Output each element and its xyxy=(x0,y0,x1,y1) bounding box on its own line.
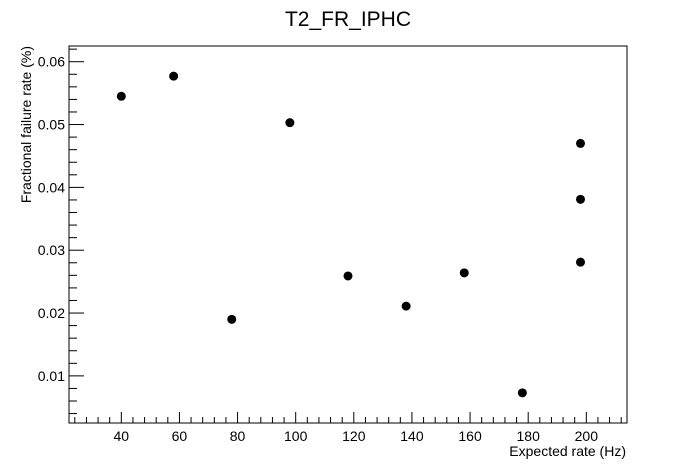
plot-frame xyxy=(68,45,628,424)
data-point xyxy=(401,301,411,311)
y-tick-label: 0.01 xyxy=(38,368,65,384)
x-tick-label: 100 xyxy=(284,428,308,444)
chart-title: T2_FR_IPHC xyxy=(285,8,411,31)
x-tick-label: 60 xyxy=(172,428,188,444)
x-tick-label: 120 xyxy=(342,428,366,444)
data-point xyxy=(576,138,585,148)
y-axis-label: Fractional failure rate (%) xyxy=(18,46,34,203)
data-point xyxy=(517,388,527,398)
data-point xyxy=(227,314,237,324)
x-tick-label: 40 xyxy=(114,428,130,444)
x-axis: 40 60 80 100 120 140 160 180 200 xyxy=(74,412,622,444)
y-tick-label: 0.04 xyxy=(38,179,65,195)
y-tick-label: 0.03 xyxy=(38,242,65,258)
y-tick-label: 0.02 xyxy=(38,305,65,321)
data-point xyxy=(285,118,295,128)
x-tick-label: 140 xyxy=(400,428,424,444)
y-tick-label: 0.06 xyxy=(38,54,65,70)
x-tick-label: 160 xyxy=(458,428,482,444)
data-point xyxy=(343,271,353,281)
x-tick-label: 180 xyxy=(517,428,541,444)
x-tick-label: 80 xyxy=(230,428,246,444)
plot-area xyxy=(68,45,628,424)
x-axis-label: Expected rate (Hz) xyxy=(509,443,626,459)
data-point xyxy=(169,71,179,81)
data-point xyxy=(576,194,585,204)
data-point xyxy=(116,91,126,101)
data-point xyxy=(459,268,469,278)
data-points xyxy=(116,71,585,398)
x-tick-label: 200 xyxy=(575,428,599,444)
y-axis: 0.01 0.02 0.03 0.04 0.05 0.06 xyxy=(38,48,84,415)
y-tick-label: 0.05 xyxy=(38,117,65,133)
data-point xyxy=(576,257,585,267)
